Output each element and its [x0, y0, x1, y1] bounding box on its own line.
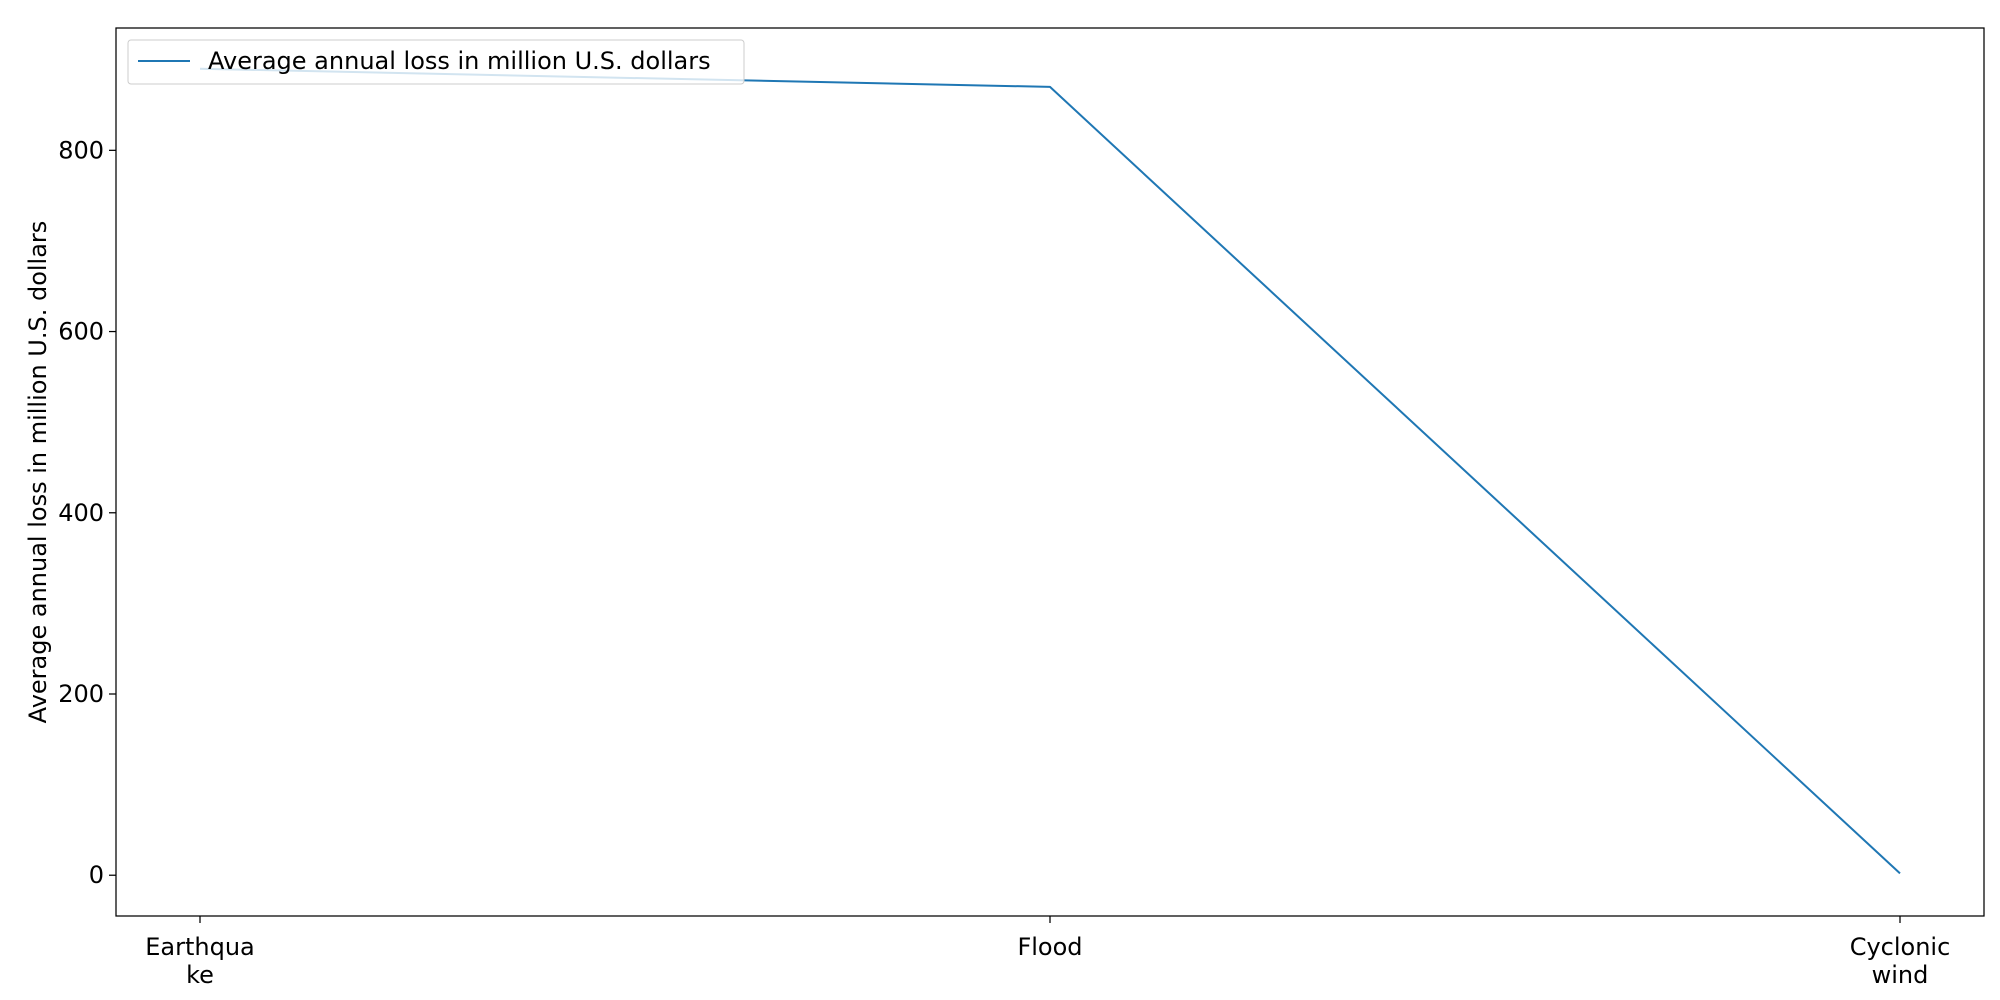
y-axis-ticks: 0 200 400 600 800 — [58, 136, 116, 889]
y-tick-label: 800 — [58, 136, 104, 164]
x-tick-label: Cyclonic wind — [1850, 933, 1951, 989]
plot-background — [116, 28, 1984, 916]
y-axis-title: Average annual loss in million U.S. doll… — [24, 221, 52, 724]
x-tick-label: Flood — [1017, 933, 1082, 961]
legend-label: Average annual loss in million U.S. doll… — [208, 47, 711, 75]
x-tick-label: Earthqua ke — [145, 933, 255, 989]
legend-box — [127, 39, 745, 85]
y-tick-label: 200 — [58, 680, 104, 708]
y-tick-label: 600 — [58, 318, 104, 346]
plot-frame — [115, 27, 1985, 917]
y-tick-label: 400 — [58, 499, 104, 527]
x-axis-ticks: Earthqua ke Flood Cyclonic wind — [145, 916, 1950, 989]
y-tick-label: 0 — [89, 861, 104, 889]
legend: Average annual loss in million U.S. doll… — [127, 39, 745, 85]
